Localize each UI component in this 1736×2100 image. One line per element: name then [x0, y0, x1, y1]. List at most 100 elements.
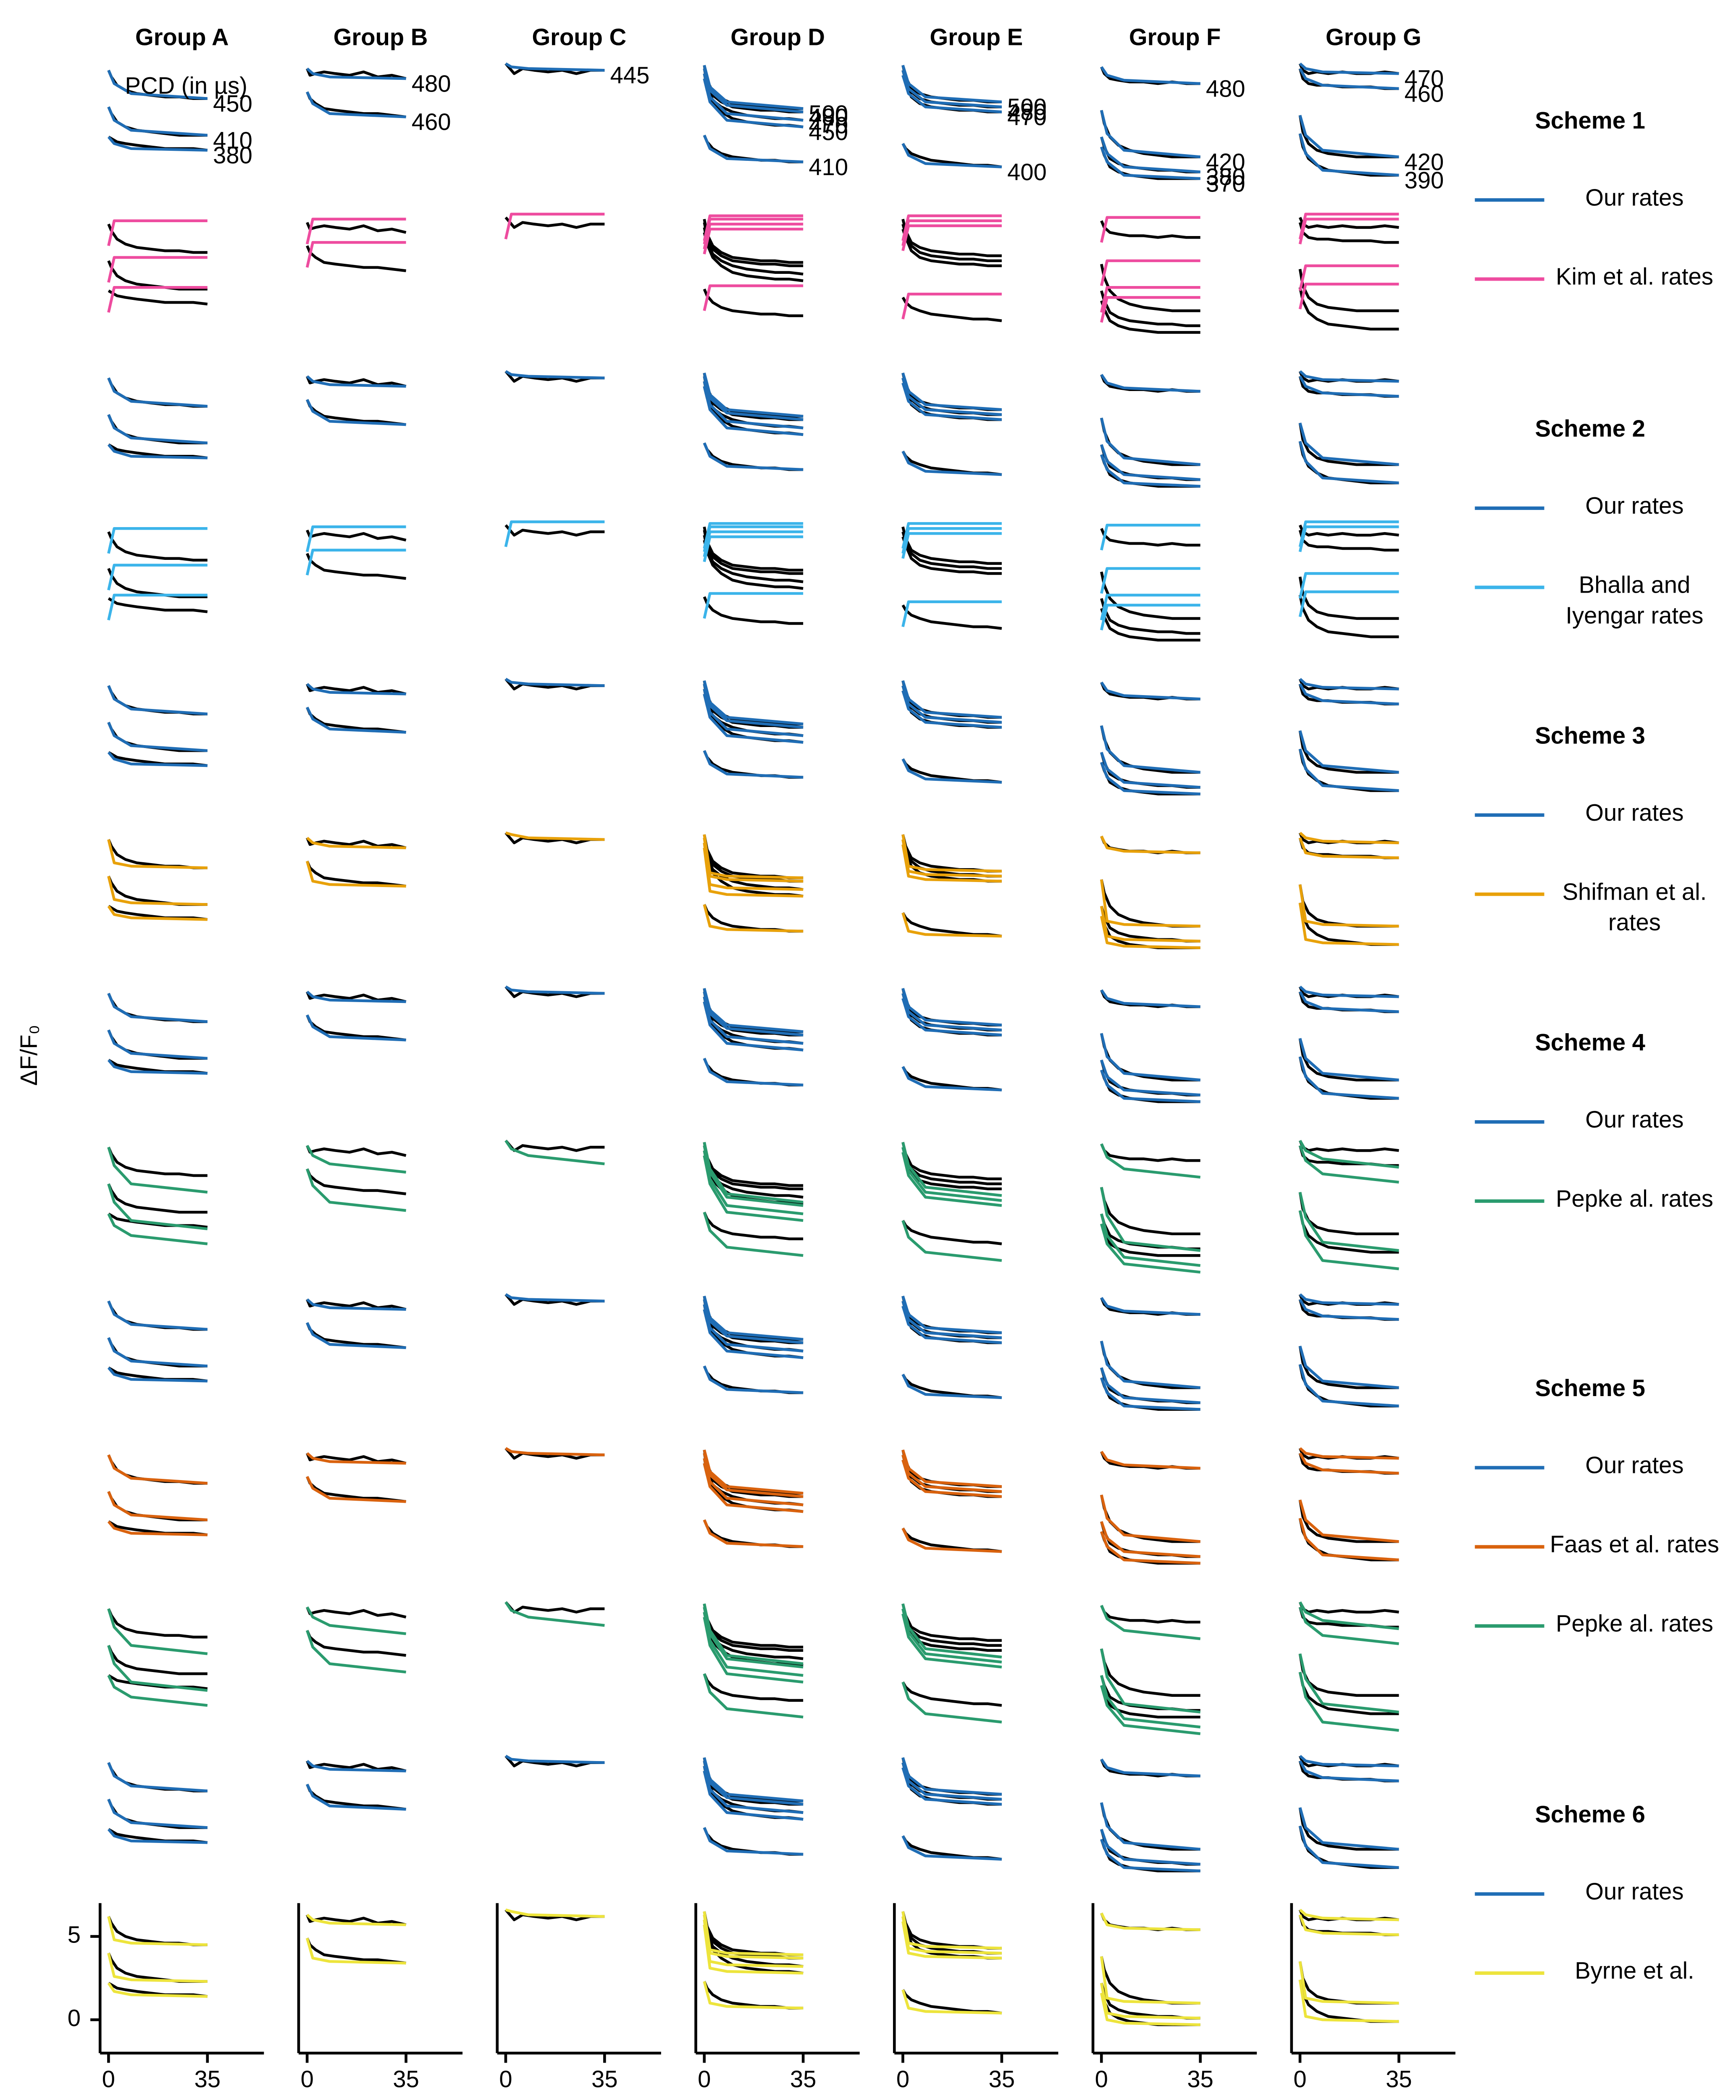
experimental-trace [901, 228, 1002, 268]
model-curve [306, 837, 406, 849]
experimental-trace [306, 1630, 406, 1657]
model-curve [901, 532, 1002, 559]
experimental-trace [306, 245, 406, 272]
experimental-trace [703, 1673, 804, 1702]
model-curve [901, 382, 1002, 421]
model-curve [901, 1835, 1002, 1861]
model-curve [901, 1220, 1002, 1262]
experimental-trace [108, 1213, 208, 1229]
model-curve [1299, 62, 1399, 75]
model-curve [703, 1770, 804, 1821]
pcd-label: 410 [213, 127, 252, 153]
legend-title: Scheme 4 [1535, 1029, 1645, 1055]
model-curve [107, 1147, 208, 1194]
model-curve [306, 861, 406, 888]
model-curve [107, 1520, 207, 1536]
experimental-trace [108, 597, 208, 613]
pcd-label: 410 [809, 154, 848, 180]
experimental-trace [1100, 264, 1200, 312]
experimental-trace [703, 442, 804, 471]
legend-label-box: Shifman et al. rates [1563, 879, 1707, 936]
model-curve [107, 1059, 207, 1075]
experimental-trace [1298, 525, 1399, 537]
pcd-label: 480 [412, 70, 451, 97]
model-curve [107, 1828, 207, 1844]
legend-title: Scheme 3 [1535, 722, 1645, 748]
x-tick-label: 35 [989, 2066, 1015, 2092]
model-curve [703, 442, 804, 471]
experimental-trace [703, 1757, 804, 1803]
model-curve [1100, 1675, 1201, 1729]
pcd-title: PCD (in µs) [125, 72, 247, 99]
model-curve [901, 1295, 1002, 1334]
model-curve [1100, 1494, 1200, 1543]
model-curve [505, 985, 605, 995]
legend-label: Our rates [1585, 800, 1684, 827]
model-curve [107, 839, 207, 869]
model-curve [1100, 604, 1200, 631]
model-curve [1299, 1447, 1399, 1460]
model-curve [1100, 1648, 1201, 1714]
model-curve [901, 451, 1002, 476]
pcd-label: 500 [1007, 94, 1047, 120]
experimental-trace [703, 1365, 804, 1394]
model-curve [107, 722, 208, 752]
model-curve [306, 1144, 406, 1174]
y-axis-label: ΔF/F₀ [16, 1025, 42, 1086]
model-curve [901, 988, 1002, 1026]
group-title: Group C [532, 24, 626, 50]
model-curve [505, 1447, 605, 1457]
experimental-trace [504, 216, 605, 229]
y-tick-label: 5 [68, 1921, 81, 1948]
model-curve [1298, 283, 1399, 310]
model-curve [1298, 1825, 1399, 1869]
model-curve [305, 218, 406, 244]
experimental-trace [1100, 1648, 1200, 1697]
model-curve [703, 592, 804, 619]
model-curve [901, 1767, 1002, 1806]
x-tick-label: 0 [301, 2066, 314, 2092]
x-tick-label: 0 [499, 2066, 512, 2092]
model-curve [703, 78, 804, 129]
model-curve [703, 1673, 804, 1719]
model-curve [1100, 1341, 1200, 1389]
experimental-trace [1100, 608, 1200, 642]
legend-label: Pepke al. rates [1555, 1186, 1713, 1213]
experimental-trace [703, 1058, 804, 1087]
model-curve [1100, 752, 1200, 789]
model-curve [1100, 1912, 1200, 1932]
legend-label: Our rates [1585, 1106, 1684, 1133]
model-curve [1100, 906, 1200, 943]
model-curve [306, 399, 406, 426]
pcd-label: 470 [1405, 66, 1444, 92]
legend-label: Kim et al. rates [1556, 264, 1713, 290]
model-curve [703, 1449, 804, 1495]
model-curve [901, 844, 1002, 883]
model-curve [107, 414, 208, 444]
model-curve [901, 1757, 1002, 1796]
model-curve [1298, 1914, 1399, 1936]
experimental-trace [1100, 879, 1200, 928]
experimental-trace [901, 1220, 1002, 1245]
model-curve [107, 377, 208, 408]
experimental-trace [504, 1293, 605, 1306]
pcd-label: 420 [1206, 149, 1245, 175]
experimental-trace [306, 553, 406, 580]
experimental-trace [1298, 423, 1399, 466]
model-curve [901, 70, 1002, 108]
model-curve [703, 65, 804, 110]
model-curve [1100, 216, 1200, 243]
model-curve [1298, 590, 1399, 617]
experimental-trace [703, 65, 804, 110]
experimental-trace [1100, 1033, 1200, 1082]
model-curve [107, 1608, 208, 1655]
model-curve [1298, 525, 1399, 552]
legend-label: Our rates [1585, 493, 1684, 520]
pcd-label: 380 [213, 142, 252, 168]
experimental-trace [504, 63, 605, 75]
model-curve [107, 136, 207, 152]
model-curve [703, 535, 804, 562]
model-curve [1298, 1499, 1399, 1543]
model-curve [107, 751, 207, 767]
experimental-trace [703, 289, 804, 318]
